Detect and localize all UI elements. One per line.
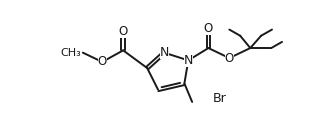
Text: Br: Br — [212, 92, 226, 105]
Text: O: O — [118, 25, 128, 38]
Text: O: O — [98, 55, 107, 68]
Text: N: N — [160, 46, 169, 59]
Text: O: O — [225, 52, 234, 65]
Text: N: N — [184, 54, 193, 67]
Text: CH₃: CH₃ — [61, 48, 81, 58]
Text: O: O — [204, 22, 213, 35]
